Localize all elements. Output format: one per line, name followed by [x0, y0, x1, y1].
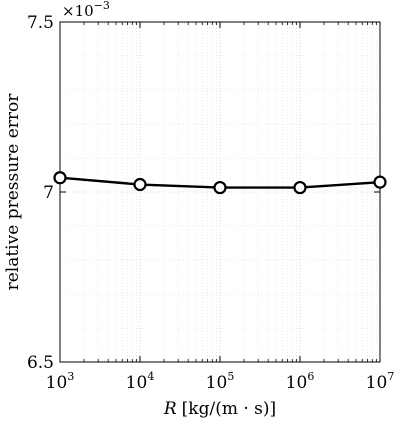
data-point-marker — [373, 175, 387, 189]
y-multiplier-base: ×10 — [62, 2, 94, 20]
data-point-marker — [293, 180, 307, 195]
y-axis-multiplier: ×10−3 — [62, 0, 110, 20]
x-axis-label: R [kg/(m · s)] — [163, 399, 276, 419]
x-axis-variable: R — [163, 399, 177, 419]
series-layer — [53, 171, 387, 195]
y-axis-label: relative pressure error — [3, 93, 23, 291]
data-point-marker — [213, 180, 227, 195]
data-point-marker — [53, 171, 67, 185]
y-tick-label: 6.5 — [27, 353, 54, 373]
x-tick-label: 106 — [286, 370, 315, 393]
x-axis-unit: [kg/(m · s)] — [182, 399, 277, 419]
y-tick-label: 7.5 — [27, 13, 54, 33]
x-tick-label: 103 — [46, 370, 75, 393]
x-tick-label: 107 — [366, 370, 395, 393]
x-tick-label: 104 — [126, 370, 155, 393]
x-tick-labels: 103 104 105 106 107 — [46, 370, 395, 393]
y-tick-labels: 6.5 7 7.5 — [27, 13, 54, 373]
axis-ticks — [59, 21, 381, 363]
data-point-marker — [133, 177, 147, 192]
y-tick-label: 7 — [43, 183, 54, 203]
x-tick-label: 105 — [206, 370, 235, 393]
y-multiplier-exponent: −3 — [94, 0, 110, 12]
